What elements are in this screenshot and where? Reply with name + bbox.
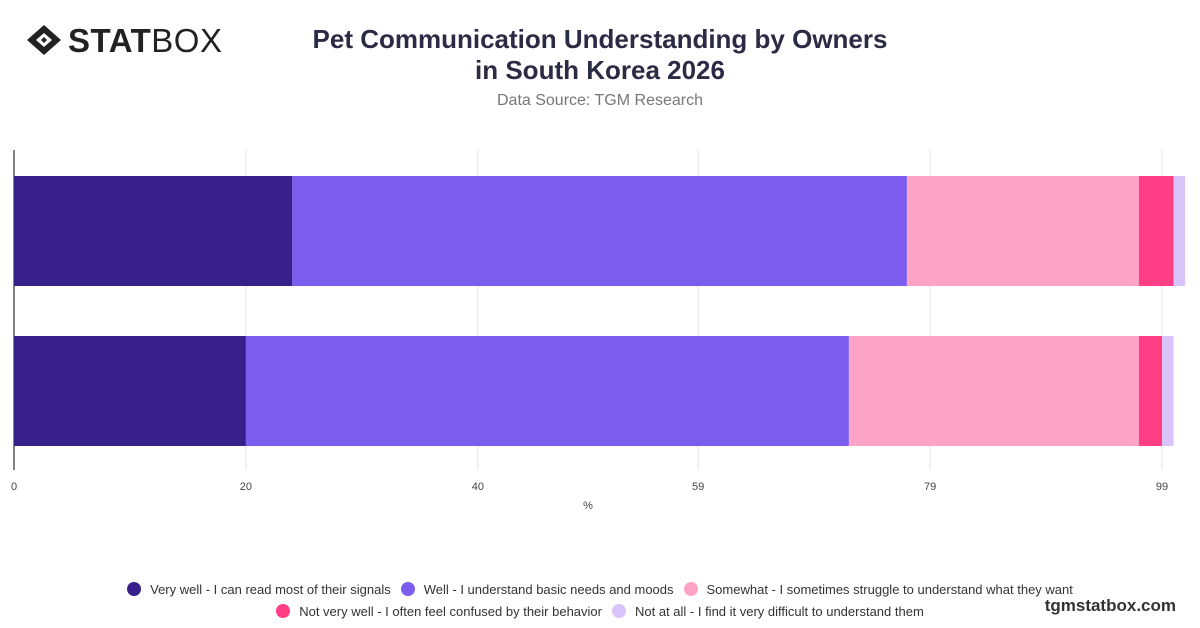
bar-segment bbox=[1138, 336, 1162, 446]
legend-label: Well - I understand basic needs and mood… bbox=[423, 581, 674, 597]
logo-text: STATBOX bbox=[68, 24, 222, 57]
bar-segment bbox=[14, 176, 293, 286]
legend-item[interactable]: Not at all - I find it very difficult to… bbox=[611, 603, 924, 619]
legend-swatch bbox=[611, 604, 626, 618]
legend-item[interactable]: Not very well - I often feel confused by… bbox=[276, 604, 602, 619]
legend-label: Somewhat - I sometimes struggle to under… bbox=[706, 581, 1073, 597]
x-tick-label: 79 bbox=[924, 481, 936, 493]
x-tick-label: 99 bbox=[1156, 481, 1168, 493]
stacked-bar-chart: 0 20 40 59 79 99% bbox=[11, 150, 1186, 512]
logo-text-light: BOX bbox=[151, 21, 223, 59]
legend-swatch bbox=[276, 604, 291, 618]
x-tick-label: 59 bbox=[692, 481, 704, 493]
bar-segment bbox=[848, 336, 1139, 446]
chart-legend: Very well - I can read most of their sig… bbox=[0, 578, 1200, 622]
legend-row: Not very well - I often feel confused by… bbox=[0, 600, 1200, 622]
chart-title: Pet Communication Understanding by Owner… bbox=[312, 24, 888, 85]
x-tick-label: 40 bbox=[472, 481, 484, 493]
x-tick-label: 0 bbox=[11, 481, 17, 493]
legend-item[interactable]: Somewhat - I sometimes struggle to under… bbox=[683, 581, 1073, 597]
x-tick-label: 20 bbox=[240, 481, 252, 493]
legend-label: Not at all - I find it very difficult to… bbox=[634, 603, 924, 619]
brand-footer: tgmstatbox.com bbox=[1044, 596, 1176, 615]
bar-segment bbox=[292, 176, 907, 286]
chart-subtitle: Data Source: TGM Research bbox=[496, 92, 703, 109]
legend-swatch bbox=[683, 582, 698, 596]
legend-swatch bbox=[127, 582, 142, 596]
legend-swatch bbox=[400, 582, 415, 596]
bar-segment bbox=[1173, 176, 1186, 286]
statbox-logo: STATBOX bbox=[26, 22, 222, 58]
legend-row: Very well - I can read most of their sig… bbox=[0, 578, 1200, 600]
bar-segment bbox=[1162, 336, 1174, 446]
statbox-diamond-icon bbox=[27, 25, 61, 55]
bar-segment bbox=[906, 176, 1139, 286]
legend-item[interactable]: Very well - I can read most of their sig… bbox=[127, 582, 391, 597]
bar-segment bbox=[14, 336, 246, 446]
legend-item[interactable]: Well - I understand basic needs and mood… bbox=[400, 581, 674, 597]
x-axis-label: % bbox=[583, 500, 593, 512]
bar-segment bbox=[245, 336, 849, 446]
legend-label: Very well - I can read most of their sig… bbox=[150, 581, 391, 597]
logo-text-bold: STAT bbox=[68, 21, 152, 59]
legend-label: Not very well - I often feel confused by… bbox=[299, 603, 602, 619]
bar-segment bbox=[1138, 176, 1174, 286]
